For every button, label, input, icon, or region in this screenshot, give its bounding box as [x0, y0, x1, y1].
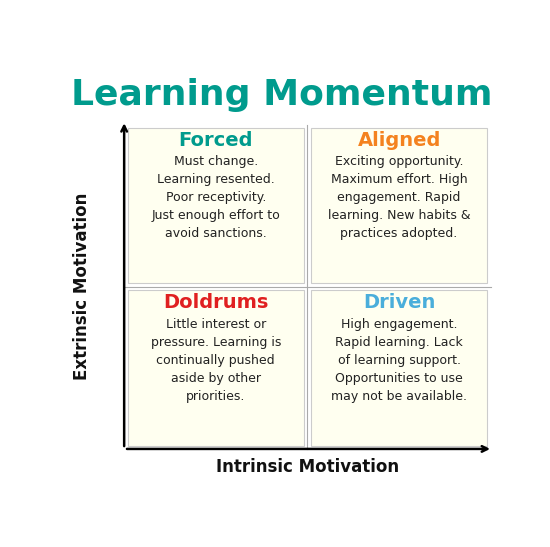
Text: Must change.
Learning resented.
Poor receptivity.
Just enough effort to
avoid sa: Must change. Learning resented. Poor rec…: [151, 155, 280, 240]
Text: Extrinsic Motivation: Extrinsic Motivation: [73, 193, 91, 381]
Text: Exciting opportunity.
Maximum effort. High
engagement. Rapid
learning. New habit: Exciting opportunity. Maximum effort. Hi…: [328, 155, 470, 240]
FancyBboxPatch shape: [311, 128, 487, 283]
Text: Little interest or
pressure. Learning is
continually pushed
aside by other
prior: Little interest or pressure. Learning is…: [151, 317, 281, 403]
Text: Learning Momentum: Learning Momentum: [71, 78, 493, 112]
FancyBboxPatch shape: [128, 128, 304, 283]
Text: Intrinsic Motivation: Intrinsic Motivation: [216, 458, 399, 476]
Text: Forced: Forced: [179, 131, 253, 150]
Text: Driven: Driven: [363, 293, 435, 312]
Text: Aligned: Aligned: [358, 131, 441, 150]
FancyBboxPatch shape: [128, 290, 304, 446]
FancyBboxPatch shape: [311, 290, 487, 446]
Text: Doldrums: Doldrums: [163, 293, 268, 312]
Text: High engagement.
Rapid learning. Lack
of learning support.
Opportunities to use
: High engagement. Rapid learning. Lack of…: [331, 317, 467, 403]
